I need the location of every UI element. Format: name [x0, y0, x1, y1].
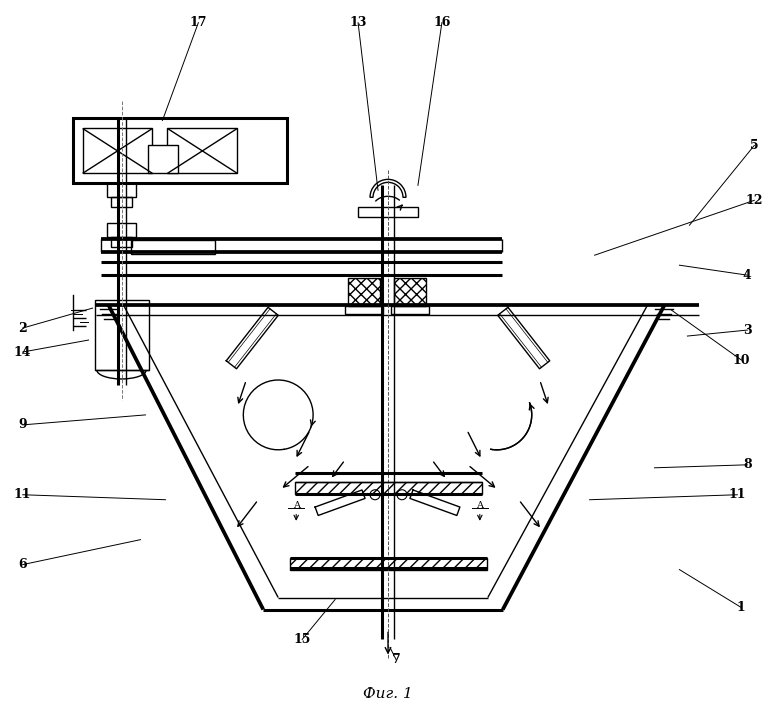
Bar [94, 300, 150, 370]
Bar [130, 240, 215, 254]
Bar [391, 306, 429, 314]
Bar [345, 306, 383, 314]
Text: 5: 5 [750, 139, 759, 152]
Bar [295, 482, 482, 494]
Bar [107, 223, 136, 238]
Bar [290, 557, 487, 570]
Text: 11: 11 [14, 488, 31, 501]
Bar [348, 278, 380, 306]
Text: 8: 8 [743, 458, 752, 471]
Bar [168, 129, 237, 173]
Text: 16: 16 [433, 16, 451, 29]
Bar [111, 238, 133, 247]
Text: A: A [292, 501, 300, 510]
Text: 3: 3 [743, 323, 752, 336]
Bar [83, 129, 152, 173]
Text: 13: 13 [349, 16, 367, 29]
Bar [358, 207, 418, 217]
Text: 17: 17 [190, 16, 207, 29]
Bar [394, 278, 426, 306]
Text: 9: 9 [19, 418, 27, 431]
Text: 10: 10 [732, 354, 750, 367]
Text: 14: 14 [14, 346, 31, 359]
Text: 12: 12 [746, 193, 763, 206]
Text: 15: 15 [293, 633, 311, 646]
Text: 11: 11 [729, 488, 746, 501]
Text: 2: 2 [19, 321, 27, 334]
Text: 1: 1 [737, 601, 746, 614]
Text: A: A [477, 501, 484, 510]
Bar [148, 145, 179, 173]
Text: 4: 4 [743, 269, 752, 282]
Text: Фиг. 1: Фиг. 1 [363, 687, 413, 701]
Text: 7: 7 [392, 653, 400, 666]
Bar [111, 197, 133, 207]
Bar [107, 183, 136, 197]
Text: 6: 6 [19, 558, 27, 571]
Bar [73, 118, 287, 183]
